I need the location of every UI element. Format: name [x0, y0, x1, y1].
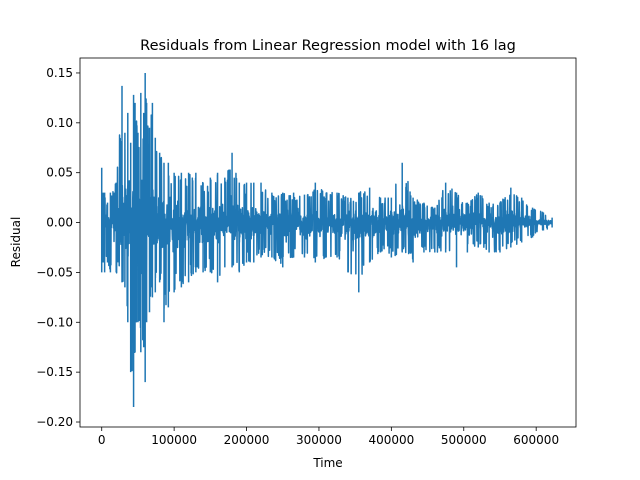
x-axis-ticks: 0 100000 200000 300000 400000 500000 600000 — [98, 427, 559, 447]
x-tick-label: 100000 — [151, 433, 197, 447]
x-tick-label: 300000 — [296, 433, 342, 447]
x-tick-label: 200000 — [224, 433, 270, 447]
y-tick-label: 0.05 — [46, 166, 73, 180]
chart-title: Residuals from Linear Regression model w… — [140, 38, 516, 54]
plot-frame — [79, 57, 577, 428]
y-axis-ticks: −0.20 −0.15 −0.10 −0.05 0.00 0.05 0.10 0.15 — [36, 66, 80, 429]
y-tick-label: −0.15 — [36, 365, 73, 379]
x-tick-label: 400000 — [368, 433, 414, 447]
residual-series-line — [100, 72, 553, 408]
x-tick-label: 500000 — [441, 433, 487, 447]
y-tick-label: 0.00 — [46, 216, 73, 230]
x-tick-label: 0 — [98, 433, 106, 447]
y-tick-label: 0.15 — [46, 66, 73, 80]
y-tick-label: −0.10 — [36, 315, 73, 329]
x-tick-label: 600000 — [513, 433, 559, 447]
y-axis-label: Residual — [9, 217, 23, 268]
x-axis-label: Time — [312, 456, 342, 470]
y-tick-label: 0.10 — [46, 116, 73, 130]
series-layer — [100, 72, 553, 408]
y-tick-label: −0.20 — [36, 415, 73, 429]
y-tick-label: −0.05 — [36, 265, 73, 279]
